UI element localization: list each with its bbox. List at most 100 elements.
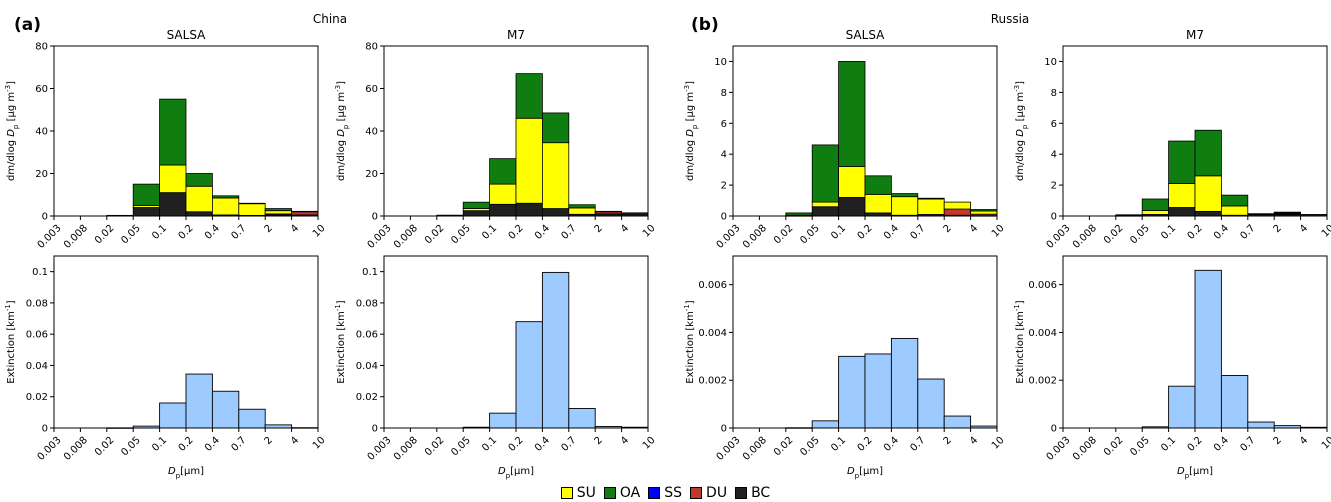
panel-title: M7: [507, 28, 525, 42]
y-axis-label: Extinction [km-1]: [4, 300, 17, 384]
y-tick-label: 0: [42, 424, 48, 435]
bar-oa-bin-6: [1194, 129, 1222, 177]
y-tick-label: 0.02: [356, 392, 378, 403]
bar-du-bin-9: [943, 208, 972, 216]
bar-extinction-bin-8: [1247, 421, 1275, 429]
y-tick-label: 0: [1051, 424, 1057, 435]
x-tick-label: 0.02: [1102, 223, 1126, 247]
x-tick-label: 0.02: [423, 435, 447, 459]
bar-oa-bin-8: [238, 202, 266, 205]
x-axis-label: Dp[µm]: [847, 466, 883, 480]
x-tick-label: 10: [311, 223, 328, 240]
bar-extinction-bin-5: [489, 412, 517, 429]
bar-su-bin-6: [1194, 175, 1222, 212]
x-tick-label: 0.2: [507, 435, 526, 454]
x-axis-label: Dp[µm]: [168, 466, 204, 480]
legend-swatch-du: [690, 487, 703, 499]
x-tick-label: 0.05: [449, 435, 473, 459]
x-tick-label: 0.2: [1186, 223, 1205, 242]
x-tick-label: 2: [263, 435, 275, 447]
bar-oa-bin-5: [159, 98, 187, 166]
bar-extinction-bin-7: [1220, 374, 1249, 429]
legend-label-du: DU: [706, 485, 728, 501]
bar-su-bin-9: [264, 210, 293, 215]
x-tick-label: 10: [1320, 435, 1331, 452]
x-tick-label: 0.003: [715, 435, 743, 463]
bar-bc-bin-7: [542, 208, 570, 217]
x-tick-label: 0.1: [1159, 223, 1178, 242]
y-tick-label: 0.006: [698, 280, 727, 291]
bar-bc-bin-5: [159, 192, 187, 217]
bar-su-bin-7: [542, 142, 570, 209]
legend-label-oa: OA: [619, 485, 641, 501]
x-tick-label: 0.05: [1128, 223, 1152, 247]
x-tick-label: 0.003: [36, 435, 64, 463]
y-tick-label: 20: [365, 169, 378, 180]
x-tick-label: 0.003: [366, 223, 394, 251]
y-tick-label: 40: [365, 127, 378, 138]
bar-oa-bin-4: [811, 144, 840, 203]
x-tick-label: 0.7: [229, 435, 248, 454]
legend-label-su: SU: [576, 485, 596, 501]
legend-item-bc: BC: [735, 485, 770, 501]
x-tick-label: 0.4: [203, 223, 222, 242]
bar-oa-bin-4: [132, 183, 160, 206]
y-tick-label: 0: [721, 424, 727, 435]
x-axis-label: Dp[µm]: [498, 466, 534, 480]
bar-oa-bin-4: [1141, 198, 1169, 211]
bar-oa-bin-7: [1221, 194, 1249, 207]
bar-su-bin-7: [1221, 205, 1249, 216]
y-tick-label: 0.04: [26, 361, 48, 372]
region-title-russia: Russia: [991, 12, 1030, 26]
region-title-china: China: [313, 12, 347, 26]
bar-oa-bin-5: [838, 61, 866, 167]
legend-item-oa: OA: [603, 485, 641, 501]
legend-swatch-su: [560, 487, 573, 499]
x-tick-label: 0.1: [829, 435, 848, 454]
x-tick-label: 0.4: [533, 223, 552, 242]
x-tick-label: 0.7: [908, 223, 927, 242]
y-tick-label: 8: [1051, 88, 1057, 99]
bar-bc-bin-5: [489, 203, 517, 217]
x-tick-label: 2: [593, 223, 605, 235]
y-tick-label: 10: [714, 57, 727, 68]
panel-title: SALSA: [846, 28, 886, 42]
legend-swatch-oa: [603, 487, 616, 499]
bar-su-bin-8: [917, 198, 945, 215]
bar-oa-bin-5: [489, 158, 517, 185]
y-tick-label: 0.02: [26, 392, 48, 403]
bar-extinction-bin-4: [811, 420, 840, 429]
y-axis-label: Extinction [km-1]: [334, 300, 347, 384]
x-tick-label: 2: [942, 435, 954, 447]
x-tick-label: 0.02: [1102, 435, 1126, 459]
x-tick-label: 0.008: [1071, 435, 1099, 463]
bar-su-bin-5: [838, 166, 866, 198]
panel-label-b: (b): [691, 15, 719, 35]
bar-bc-bin-4: [462, 210, 491, 217]
bar-extinction-bin-8: [238, 408, 266, 429]
x-tick-label: 0.7: [1238, 435, 1257, 454]
legend-swatch-bc: [735, 487, 748, 499]
y-axis-label: Extinction [km-1]: [683, 300, 696, 384]
panel-title: SALSA: [167, 28, 207, 42]
x-tick-label: 0.02: [93, 223, 117, 247]
bar-bc-bin-5: [1168, 207, 1196, 217]
x-tick-label: 0.008: [741, 223, 769, 251]
bar-su-bin-7: [891, 196, 919, 216]
bar-su-bin-4: [1141, 210, 1169, 215]
bar-extinction-bin-5: [159, 402, 187, 429]
legend-label-bc: BC: [751, 485, 771, 501]
x-tick-label: 0.02: [772, 223, 796, 247]
y-tick-label: 80: [35, 42, 48, 53]
x-tick-label: 0.4: [882, 223, 901, 242]
x-tick-label: 10: [1320, 223, 1331, 240]
y-axis-label: dm/dlog Dp [µg m-3]: [4, 81, 20, 181]
x-tick-label: 0.7: [1238, 223, 1257, 242]
bar-extinction-bin-7: [890, 337, 919, 429]
bar-extinction-bin-8: [917, 378, 945, 429]
x-tick-label: 0.003: [366, 435, 394, 463]
y-tick-label: 0.002: [1028, 376, 1057, 387]
